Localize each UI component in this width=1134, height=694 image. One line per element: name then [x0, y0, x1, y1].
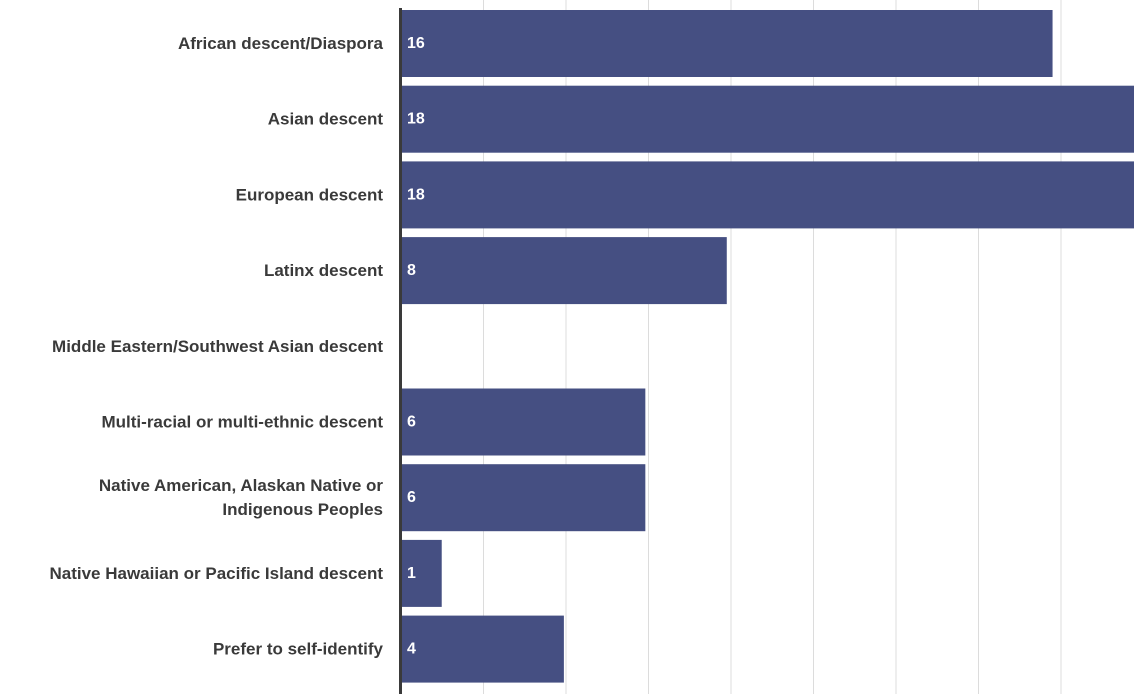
bar	[401, 464, 646, 532]
category-label: Prefer to self-identify	[213, 640, 384, 659]
bar-value-label: 18	[407, 186, 425, 203]
bar-value-label: 8	[407, 262, 416, 279]
bar-value-label: 1	[407, 565, 416, 582]
category-label: Multi-racial or multi-ethnic descent	[102, 413, 384, 432]
bar	[401, 615, 564, 683]
category-label-line: Native Hawaiian or Pacific Island descen…	[49, 564, 383, 583]
category-label-line: Indigenous Peoples	[222, 500, 383, 519]
bars	[401, 10, 1134, 683]
category-label: Native Hawaiian or Pacific Island descen…	[49, 564, 383, 583]
category-label-line: Native American, Alaskan Native or	[99, 476, 383, 495]
value-labels: 16 18 18 8 6 6 1 4	[407, 35, 425, 658]
bar-value-label: 6	[407, 489, 416, 506]
category-label: European descent	[236, 185, 384, 204]
bar	[401, 539, 442, 607]
category-label: Asian descent	[268, 110, 384, 129]
bar	[401, 85, 1134, 153]
category-label-line: African descent/Diaspora	[178, 34, 384, 53]
bar-value-label: 18	[407, 111, 425, 128]
bar	[401, 237, 727, 305]
category-label: Native American, Alaskan Native or Indige…	[99, 476, 383, 519]
category-labels: African descent/Diaspora Asian descent Eur…	[49, 34, 383, 659]
category-label: Middle Eastern/Southwest Asian descent	[52, 337, 383, 356]
category-label-line: Latinx descent	[264, 261, 383, 280]
bar	[401, 388, 646, 456]
category-label-line: Prefer to self-identify	[213, 640, 384, 659]
category-label-line: Middle Eastern/Southwest Asian descent	[52, 337, 383, 356]
bar-value-label: 16	[407, 35, 425, 52]
category-label: African descent/Diaspora	[178, 34, 384, 53]
category-label: Latinx descent	[264, 261, 383, 280]
bar-value-label: 4	[407, 641, 416, 658]
category-label-line: European descent	[236, 185, 384, 204]
category-label-line: Multi-racial or multi-ethnic descent	[102, 413, 384, 432]
bar-value-label: 6	[407, 414, 416, 431]
bar	[401, 161, 1134, 229]
bar	[401, 10, 1053, 77]
category-label-line: Asian descent	[268, 110, 384, 129]
